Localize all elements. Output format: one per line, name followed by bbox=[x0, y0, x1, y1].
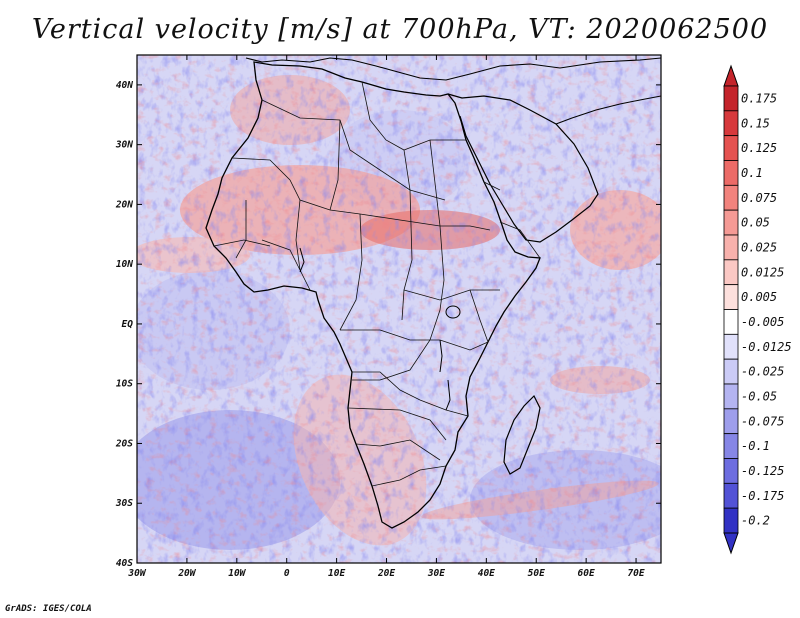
colorbar-swatch bbox=[723, 507, 739, 534]
map-title: Vertical velocity [m/s] at 700hPa, VT: 2… bbox=[31, 14, 769, 45]
colorbar-label: 0.175 bbox=[741, 91, 777, 105]
colorbar-swatch bbox=[723, 383, 739, 410]
madagascar-coastline bbox=[503, 394, 541, 475]
x-tick-label: 40E bbox=[478, 568, 495, 579]
y-tick-label: 40S bbox=[116, 558, 133, 569]
x-tick-label: 20W bbox=[177, 568, 196, 579]
colorbar-label: -0.025 bbox=[741, 365, 784, 379]
x-tick-label: 50E bbox=[528, 568, 545, 579]
y-tick-label: 10N bbox=[116, 259, 133, 270]
x-tick-label: 30W bbox=[127, 568, 146, 579]
colorbar-swatch bbox=[723, 234, 739, 261]
colorbar-extend-top bbox=[723, 64, 739, 87]
colorbar-label: -0.05 bbox=[741, 389, 777, 403]
y-tick-label: 40N bbox=[116, 80, 133, 91]
x-tick-label: 20E bbox=[377, 568, 395, 579]
colorbar-swatch bbox=[723, 284, 739, 310]
colorbar-label: 0.05 bbox=[741, 216, 770, 230]
colorbar-label: -0.005 bbox=[741, 315, 784, 329]
colorbar-swatch bbox=[723, 209, 739, 236]
colorbar: 0.175 0.15 0.125 0.1 0.075 0.05 0.025 0.0125 0.0… bbox=[723, 64, 792, 555]
x-tick-label: 10W bbox=[228, 568, 246, 579]
europe-coastline bbox=[245, 57, 661, 81]
colorbar-swatch bbox=[723, 482, 739, 509]
colorbar-swatch bbox=[723, 358, 739, 385]
credit-label: GrADS: IGES/COLA bbox=[5, 604, 92, 614]
colorbar-swatch bbox=[723, 110, 739, 137]
colorbar-label: -0.125 bbox=[741, 464, 784, 478]
colorbar-swatch bbox=[723, 184, 739, 211]
arabia-coastline bbox=[447, 93, 599, 243]
colorbar-label: 0.005 bbox=[741, 290, 777, 304]
country-borders bbox=[213, 81, 541, 487]
colorbar-swatch bbox=[723, 160, 739, 186]
colorbar-label: 0.025 bbox=[741, 240, 777, 254]
x-tick-label: 30E bbox=[427, 568, 445, 579]
colorbar-label: 0.125 bbox=[741, 141, 777, 155]
x-tick-label: 10E bbox=[328, 568, 345, 579]
y-tick-label: 20S bbox=[115, 438, 133, 449]
colorbar-swatch bbox=[723, 433, 739, 459]
colorbar-label: -0.1 bbox=[741, 439, 770, 453]
colorbar-swatch bbox=[723, 458, 739, 484]
field-texture-positive bbox=[137, 55, 661, 563]
y-tick-label: 20N bbox=[115, 199, 133, 210]
colorbar-swatch bbox=[723, 135, 739, 161]
x-tick-label: 0 bbox=[284, 568, 290, 579]
colorbar-label: 0.075 bbox=[741, 191, 777, 205]
lakes bbox=[299, 247, 461, 411]
colorbar-swatch bbox=[723, 309, 739, 335]
axes: 30W 20W 10W 0 10E 20E 30E 40E 50E 60E 70E 40N 30N 20N… bbox=[115, 55, 661, 579]
y-tick-label: 30S bbox=[115, 498, 133, 509]
y-tick-label: EQ bbox=[122, 319, 134, 330]
colorbar-swatch bbox=[723, 85, 739, 112]
persian-gulf-coastline bbox=[555, 95, 661, 125]
plot-frame bbox=[136, 54, 662, 564]
x-tick-label: 70E bbox=[627, 568, 644, 579]
colorbar-label: 0.15 bbox=[741, 116, 770, 130]
colorbar-swatch bbox=[723, 259, 739, 286]
colorbar-label: 0.1 bbox=[741, 166, 763, 180]
y-tick-label: 10S bbox=[116, 379, 133, 390]
colorbar-label: 0.0125 bbox=[741, 265, 784, 279]
colorbar-label: -0.175 bbox=[741, 489, 784, 503]
x-tick-label: 60E bbox=[578, 568, 595, 579]
colorbar-swatch bbox=[723, 408, 739, 435]
colorbar-swatch bbox=[723, 333, 739, 360]
colorbar-extend-bottom bbox=[723, 532, 739, 555]
y-tick-label: 30N bbox=[115, 140, 133, 151]
colorbar-label: -0.075 bbox=[741, 414, 784, 428]
colorbar-label: -0.2 bbox=[741, 514, 770, 528]
colorbar-label: -0.0125 bbox=[741, 340, 792, 354]
